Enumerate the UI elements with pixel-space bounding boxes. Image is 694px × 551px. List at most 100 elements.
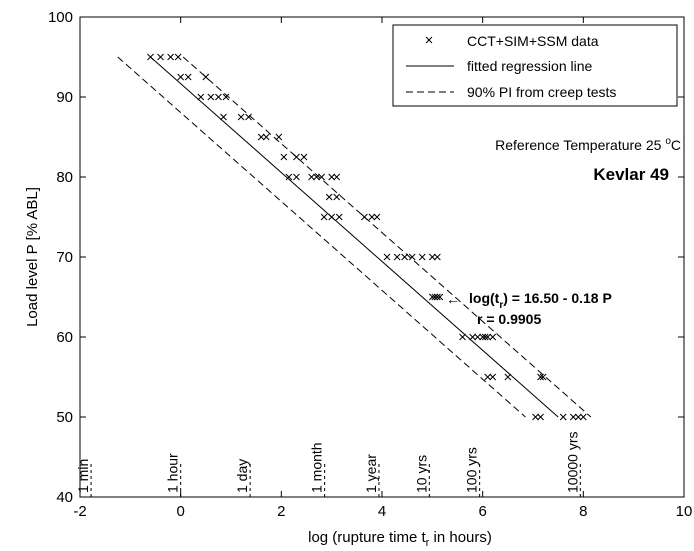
data-point-stroke (328, 213, 336, 221)
data-point (368, 213, 376, 221)
x-tick-label: 10 (676, 503, 693, 520)
data-point-stroke (361, 213, 368, 221)
data-point (257, 133, 265, 141)
data-point-stroke (418, 253, 426, 261)
data-point-stroke (313, 173, 320, 181)
data-point (569, 413, 577, 421)
data-point-stroke (300, 153, 308, 161)
data-point (434, 253, 441, 261)
data-point (313, 173, 320, 181)
x-tick-label: 8 (579, 503, 587, 520)
data-point (245, 113, 252, 121)
data-point (215, 93, 222, 101)
legend: CCT+SIM+SSM data fitted regression line … (392, 24, 678, 107)
data-point-stroke (428, 293, 436, 301)
data-point-stroke (434, 293, 441, 301)
data-point (325, 193, 333, 201)
legend-marker-x (425, 36, 433, 44)
material-label: Kevlar 49 (593, 165, 669, 184)
data-point (434, 293, 441, 301)
x-tick-label: 0 (176, 503, 184, 520)
y-tick-label: 40 (56, 489, 73, 506)
data-point-stroke (489, 373, 497, 381)
data-point (537, 373, 544, 381)
data-point (328, 213, 336, 221)
data-point-stroke (469, 333, 476, 341)
data-point (237, 113, 245, 121)
data-point (262, 133, 270, 141)
time-marker-label: 1 year (363, 454, 379, 493)
data-point-stroke (569, 413, 577, 421)
y-tick-label: 70 (56, 249, 73, 266)
data-point (481, 333, 489, 341)
data-point-stroke (207, 93, 215, 101)
x-axis-label: log (rupture time tr in hours) (308, 529, 492, 549)
data-point (147, 53, 154, 61)
data-point-stroke (537, 413, 544, 421)
data-point-stroke (318, 173, 325, 181)
data-point-stroke (293, 153, 300, 161)
data-point (408, 253, 416, 261)
x-tick-label: -2 (73, 503, 86, 520)
data-point (335, 213, 343, 221)
data-point (579, 413, 587, 421)
data-point (401, 253, 409, 261)
data-point-stroke (328, 173, 336, 181)
data-point-stroke (532, 413, 539, 421)
data-point (280, 153, 288, 161)
data-point (293, 153, 300, 161)
data-point (428, 293, 436, 301)
data-point (184, 73, 192, 81)
y-tick-label: 80 (56, 169, 73, 186)
data-point-stroke (320, 213, 328, 221)
data-point-stroke (489, 333, 497, 341)
data-point-stroke (479, 333, 487, 341)
data-point-stroke (434, 253, 441, 261)
data-point (574, 413, 582, 421)
fitted-regression-line (150, 56, 559, 418)
data-point (431, 293, 439, 301)
data-point-stroke (368, 213, 376, 221)
data-point-stroke (431, 293, 439, 301)
data-point (308, 173, 315, 181)
data-point-stroke (202, 73, 210, 81)
data-point-stroke (474, 333, 481, 341)
data-point (174, 53, 182, 61)
data-point (539, 373, 547, 381)
data-point-stroke (220, 113, 227, 121)
data-point-stroke (237, 113, 245, 121)
pi-lower-line (117, 56, 526, 418)
data-point (479, 333, 487, 341)
data-point-stroke (335, 213, 343, 221)
data-point (361, 213, 368, 221)
data-point-stroke (222, 93, 230, 101)
data-point-stroke (504, 373, 512, 381)
data-point (393, 253, 401, 261)
time-marker-label: 1 min (75, 459, 91, 493)
data-point (207, 93, 215, 101)
data-point-stroke (373, 213, 381, 221)
data-point (537, 413, 544, 421)
time-marker-label: 1 month (309, 442, 325, 493)
data-point (428, 253, 436, 261)
time-marker-label: 1 hour (165, 453, 181, 493)
data-point (559, 413, 567, 421)
legend-label-pi: 90% PI from creep tests (467, 84, 616, 100)
data-point (328, 173, 336, 181)
data-point-stroke (215, 93, 222, 101)
data-point-stroke (408, 253, 416, 261)
data-point (220, 113, 227, 121)
y-tick-label: 100 (48, 9, 73, 26)
data-point (474, 333, 481, 341)
data-point-stroke (436, 293, 444, 301)
data-point (167, 53, 174, 61)
y-axis-label: Load level P [% ABL] (24, 187, 41, 327)
data-point-stroke (184, 73, 192, 81)
data-point (532, 413, 539, 421)
data-point (333, 193, 341, 201)
data-point (484, 333, 492, 341)
data-point-stroke (257, 133, 265, 141)
data-point-stroke (481, 333, 489, 341)
data-point-stroke (293, 173, 300, 181)
data-point-stroke (539, 373, 547, 381)
